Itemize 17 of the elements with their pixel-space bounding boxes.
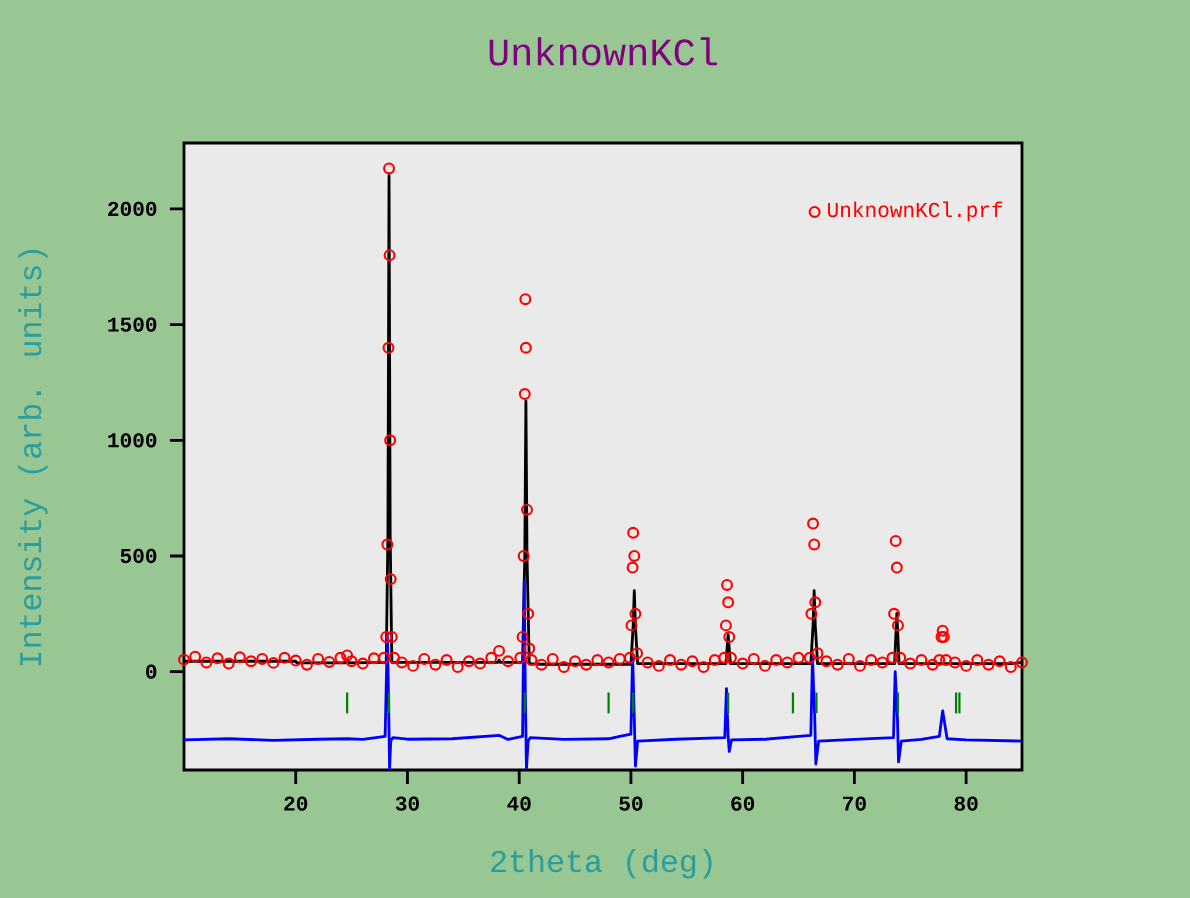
x-tick-label: 30 (395, 796, 419, 811)
y-tick-label: 1000 (108, 433, 157, 448)
x-tick-label: 50 (619, 796, 643, 811)
chart-title: UnknownKCl (489, 37, 717, 66)
x-tick-label: 60 (731, 796, 755, 811)
x-tick-label: 70 (843, 796, 866, 811)
y-tick-label: 0 (146, 664, 157, 679)
y-tick-label: 500 (120, 548, 157, 564)
x-tick-label: 40 (507, 796, 531, 811)
x-axis-title: 2theta (deg) (491, 849, 712, 879)
x-tick-label: 20 (284, 796, 308, 811)
legend-label: UnknownKCl.prf (828, 201, 1003, 222)
y-tick-label: 2000 (108, 201, 157, 217)
x-tick-label: 80 (954, 796, 978, 811)
y-tick-label: 1500 (108, 317, 157, 332)
y-axis-title: Intensity (arb. units) (18, 249, 48, 666)
line-series (184, 580, 1022, 770)
